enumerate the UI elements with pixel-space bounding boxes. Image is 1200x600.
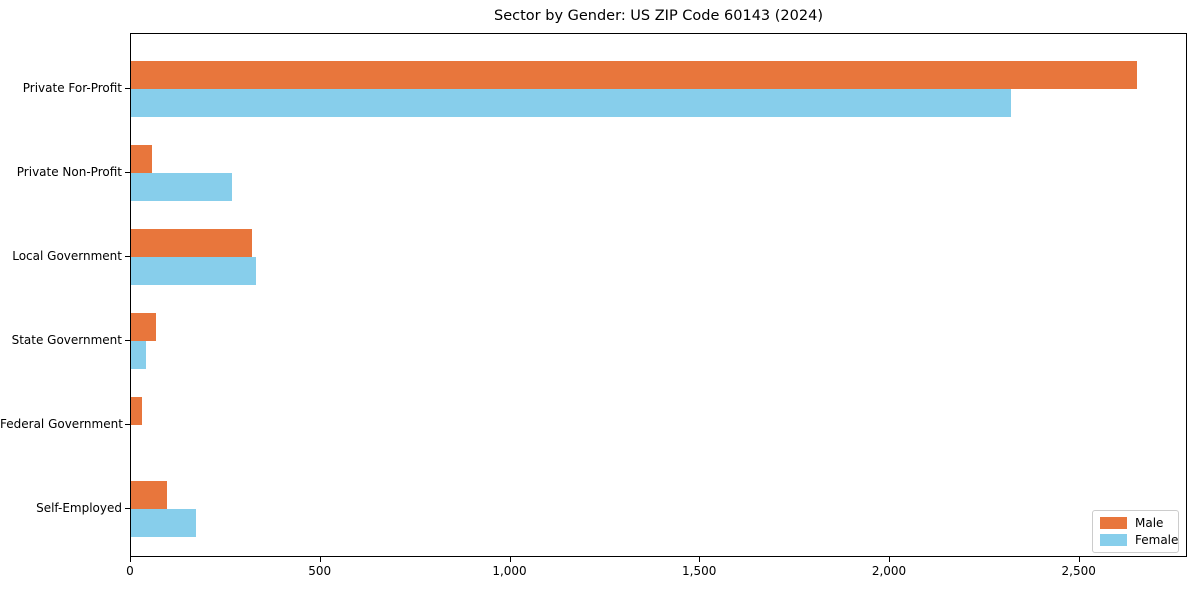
y-tick-label: Private Non-Profit bbox=[16, 165, 122, 179]
y-tick-mark bbox=[125, 508, 130, 509]
legend: Male Female bbox=[1092, 510, 1179, 553]
y-tick-mark bbox=[125, 424, 130, 425]
x-tick-mark bbox=[1078, 557, 1080, 562]
bar-male-private-for-profit bbox=[131, 61, 1137, 89]
legend-item-female: Female bbox=[1100, 533, 1178, 547]
x-tick-mark bbox=[319, 557, 321, 562]
y-tick-mark bbox=[125, 172, 130, 173]
x-tick-label: 1,000 bbox=[492, 564, 527, 578]
plot-area bbox=[130, 33, 1187, 557]
x-tick-mark bbox=[130, 557, 131, 562]
legend-item-male: Male bbox=[1100, 515, 1171, 530]
x-tick-mark bbox=[889, 557, 890, 562]
bar-female-private-for-profit bbox=[131, 89, 1012, 117]
legend-label: Female bbox=[1135, 532, 1179, 547]
y-tick-label: Local Government bbox=[12, 249, 122, 263]
legend-label: Male bbox=[1135, 515, 1164, 530]
bar-male-state-government bbox=[131, 313, 156, 341]
y-tick-mark bbox=[125, 256, 130, 257]
x-tick-mark bbox=[509, 557, 511, 562]
x-tick-label: 500 bbox=[308, 564, 332, 578]
x-tick-label: 0 bbox=[126, 564, 134, 578]
bar-female-self-employed bbox=[131, 509, 196, 537]
bar-male-local-government bbox=[131, 229, 253, 257]
legend-swatch-female bbox=[1100, 534, 1127, 546]
x-tick-label: 2,500 bbox=[1061, 564, 1096, 578]
bar-female-private-non-profit bbox=[131, 173, 232, 201]
y-tick-mark bbox=[125, 88, 130, 89]
bar-male-self-employed bbox=[131, 481, 168, 509]
y-tick-label: State Government bbox=[11, 333, 122, 347]
legend-swatch-male bbox=[1100, 517, 1127, 529]
x-tick-label: 2,000 bbox=[871, 564, 907, 578]
y-tick-mark bbox=[125, 340, 130, 341]
x-tick-label: 1,500 bbox=[682, 564, 717, 578]
y-tick-label: Private For-Profit bbox=[22, 81, 122, 95]
bar-female-local-government bbox=[131, 257, 257, 285]
bar-female-state-government bbox=[131, 341, 147, 369]
chart-title: Sector by Gender: US ZIP Code 60143 (202… bbox=[494, 8, 823, 24]
bar-male-federal-government bbox=[131, 397, 143, 425]
y-tick-label: Federal Government bbox=[0, 417, 123, 431]
bar-male-private-non-profit bbox=[131, 145, 152, 173]
y-tick-label: Self-Employed bbox=[36, 501, 122, 515]
x-tick-mark bbox=[699, 557, 701, 562]
